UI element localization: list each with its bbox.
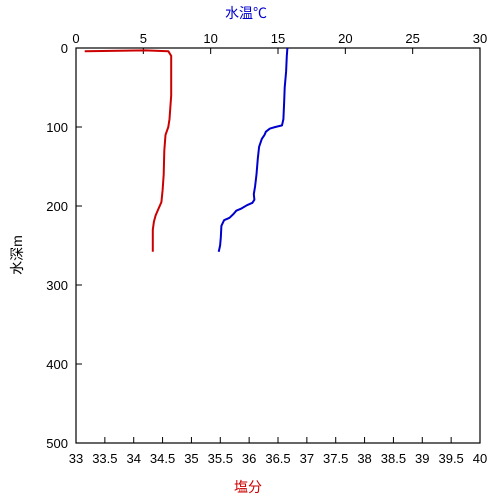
salinity-tick-label: 37.5	[323, 451, 348, 466]
temperature-tick-label: 20	[338, 31, 352, 46]
salinity-tick-label: 36.5	[265, 451, 290, 466]
temperature-ticks: 0 5 10 15 20 25 30	[72, 31, 487, 54]
profile-lines	[84, 47, 289, 253]
salinity-ticks: 33 33.5 34 34.5 35 35.5 36 36.5 37 37.5 38 38.5 39 39…	[69, 437, 487, 466]
salinity-tick-label: 33	[69, 451, 83, 466]
temperature-profile-line	[217, 47, 289, 253]
salinity-tick-label: 34.5	[150, 451, 175, 466]
salinity-tick-label: 36	[242, 451, 256, 466]
temperature-tick-label: 10	[203, 31, 217, 46]
salinity-tick-label: 35	[184, 451, 198, 466]
plot-frame	[75, 47, 481, 444]
depth-tick-label: 400	[46, 357, 68, 372]
salinity-axis-label: 塩分	[234, 479, 262, 495]
temperature-tick-label: 25	[405, 31, 419, 46]
salinity-tick-label: 38.5	[381, 451, 406, 466]
salinity-profile-line	[84, 49, 173, 252]
depth-tick-label: 100	[46, 120, 68, 135]
depth-ticks: 0 100 200 300 400 500	[46, 41, 82, 451]
salinity-tick-label: 39	[415, 451, 429, 466]
temperature-axis-label: 水温℃	[225, 5, 267, 21]
depth-tick-label: 0	[61, 41, 68, 56]
temperature-tick-label: 5	[140, 31, 147, 46]
salinity-tick-label: 39.5	[438, 451, 463, 466]
salinity-tick-label: 37	[300, 451, 314, 466]
depth-tick-label: 200	[46, 199, 68, 214]
temperature-tick-label: 0	[72, 31, 79, 46]
salinity-tick-label: 38	[357, 451, 371, 466]
temperature-tick-label: 15	[271, 31, 285, 46]
temperature-tick-label: 30	[473, 31, 487, 46]
depth-tick-label: 500	[46, 436, 68, 451]
salinity-tick-label: 35.5	[208, 451, 233, 466]
salinity-tick-label: 40	[473, 451, 487, 466]
salinity-tick-label: 33.5	[92, 451, 117, 466]
plot-border	[75, 47, 481, 444]
salinity-tick-label: 34	[126, 451, 140, 466]
depth-axis-label: 水深m	[9, 235, 25, 275]
depth-tick-label: 300	[46, 278, 68, 293]
